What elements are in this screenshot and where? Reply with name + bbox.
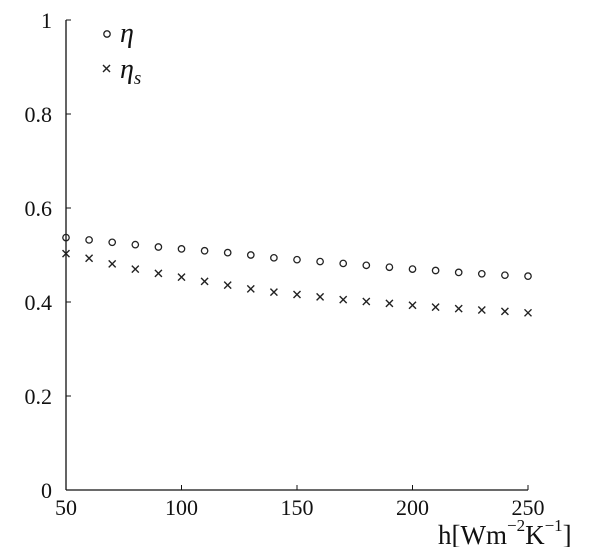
legend-label-eta: η [120,18,134,49]
data-point-eta-s [500,307,509,316]
legend-label-eta-s: ηs [120,54,141,89]
data-point-eta [223,248,232,257]
legend-marker-eta-s [102,64,111,73]
y-tick-label: 1 [41,8,52,33]
data-point-eta [154,243,163,251]
data-point-eta [177,245,186,253]
x-tick-label: 50 [55,495,77,520]
data-point-eta-s [362,297,371,306]
data-point-eta [362,261,371,270]
data-point-eta-s [524,308,532,317]
y-tick-label: 0.6 [25,196,53,221]
x-tick-label: 150 [281,495,314,520]
tick-labels: 50 100 150 200 250 0 0.2 0.4 0.6 0.8 1 [25,8,545,520]
x-tick-label: 250 [512,495,545,520]
data-point-eta-s [177,273,186,282]
data-point-eta-s [246,284,255,293]
data-point-eta-s [454,304,463,313]
data-point-eta-s [316,292,325,301]
data-point-eta [408,265,417,273]
data-point-eta-s [431,303,440,312]
data-point-eta [246,251,255,259]
data-point-eta-s [154,269,163,278]
data-point-eta-s [131,265,140,274]
y-tick-label: 0.4 [25,290,53,315]
data-point-eta [270,253,278,262]
data-point-eta-s [200,277,209,286]
y-tick-label: 0 [41,478,52,503]
x-tick-label: 100 [165,495,198,520]
x-axis-label: h[Wm−2K−1] [438,516,572,547]
data-point-eta [131,240,140,249]
data-point-eta [501,271,509,280]
y-tick-label: 0.2 [25,384,53,409]
data-point-eta-s [293,290,301,299]
legend: η ηs [102,18,141,89]
data-point-eta [85,236,93,244]
data-point-eta-s [385,299,394,308]
data-point-eta [477,269,486,278]
data-point-eta-s [223,281,232,290]
data-point-eta [524,272,532,280]
data-point-eta [385,263,394,272]
data-point-eta-s [339,295,348,304]
data-points [62,233,532,317]
data-point-eta [316,257,324,266]
data-point-eta-s [477,305,486,314]
data-point-eta [108,238,117,247]
data-point-eta-s [85,254,94,263]
data-point-eta [200,246,209,255]
y-tick-label: 0.8 [25,102,53,127]
x-tick-label: 200 [396,495,429,520]
data-point-eta-s [269,288,278,297]
data-point-eta-s [108,259,117,268]
data-point-eta [62,233,70,242]
data-point-eta [339,259,348,268]
data-point-eta [431,266,440,275]
data-point-eta [454,268,463,277]
data-point-eta-s [408,301,417,310]
axes [65,19,529,491]
data-point-eta [293,255,301,264]
legend-marker-eta [103,30,111,38]
data-point-eta-s [62,249,70,258]
